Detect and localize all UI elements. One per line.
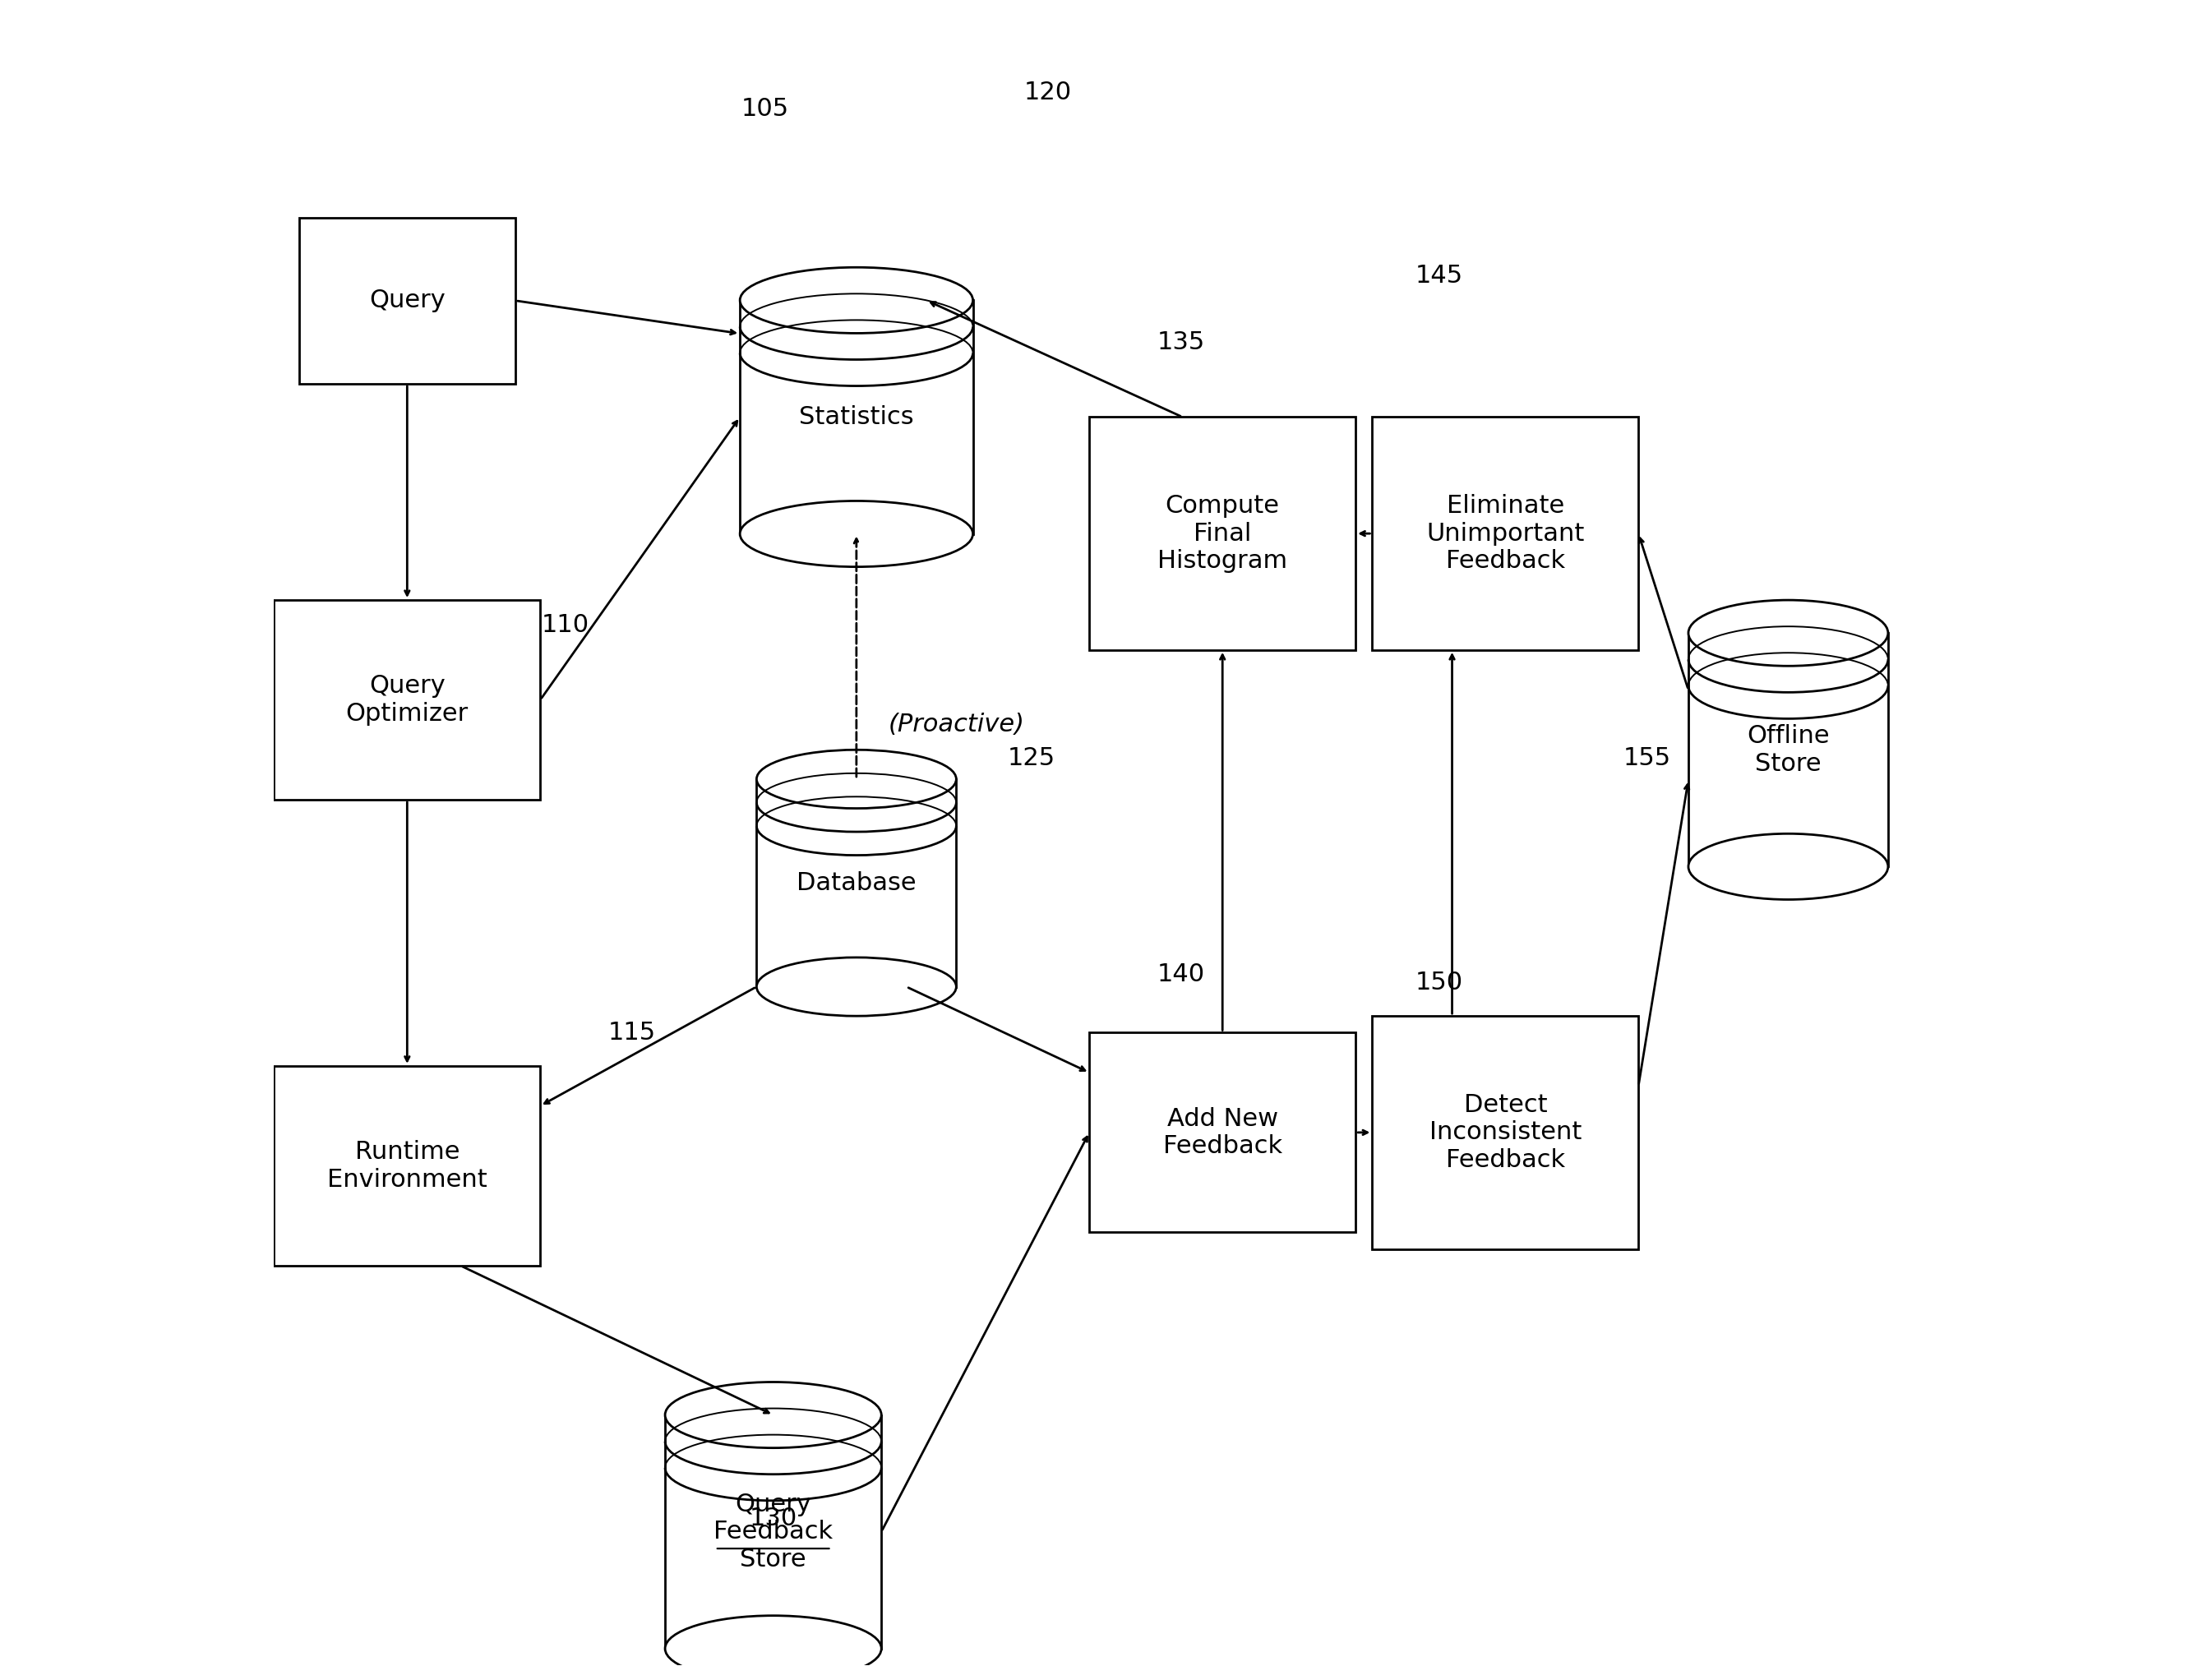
Text: 115: 115 [608,1021,655,1045]
Text: Database: Database [796,871,916,895]
Text: 140: 140 [1157,963,1206,986]
FancyBboxPatch shape [1088,416,1356,650]
Polygon shape [1688,633,1889,866]
Text: 135: 135 [1157,330,1206,355]
FancyBboxPatch shape [274,1066,540,1266]
Text: Add New
Feedback: Add New Feedback [1164,1106,1283,1158]
Text: Compute
Final
Histogram: Compute Final Histogram [1157,495,1287,573]
Text: Eliminate
Unimportant
Feedback: Eliminate Unimportant Feedback [1427,495,1584,573]
FancyBboxPatch shape [1088,1033,1356,1233]
Polygon shape [666,1414,880,1649]
Ellipse shape [666,1616,880,1666]
Ellipse shape [757,750,956,808]
FancyBboxPatch shape [1371,416,1639,650]
Text: 130: 130 [750,1506,796,1531]
Ellipse shape [1688,833,1889,900]
Text: Query
Optimizer: Query Optimizer [345,675,469,726]
Text: Detect
Inconsistent
Feedback: Detect Inconsistent Feedback [1429,1093,1582,1171]
Text: Runtime
Environment: Runtime Environment [327,1140,487,1191]
Text: Query: Query [369,288,445,313]
Text: 145: 145 [1416,263,1462,288]
Ellipse shape [741,267,973,333]
Text: 125: 125 [1006,746,1055,770]
Text: 105: 105 [741,97,790,122]
Text: (Proactive): (Proactive) [887,713,1024,736]
Ellipse shape [741,501,973,566]
Ellipse shape [757,958,956,1016]
FancyBboxPatch shape [1371,1016,1639,1250]
Ellipse shape [666,1383,880,1448]
Text: 150: 150 [1416,971,1462,995]
Text: Statistics: Statistics [799,405,914,428]
Text: Offline
Store: Offline Store [1747,725,1829,776]
FancyBboxPatch shape [299,218,515,383]
Polygon shape [757,780,956,986]
Text: 120: 120 [1024,80,1071,105]
Ellipse shape [1688,600,1889,666]
Text: Query
Feedback
Store: Query Feedback Store [714,1493,834,1571]
Text: 110: 110 [542,613,588,636]
Polygon shape [741,300,973,533]
Text: 155: 155 [1624,746,1670,770]
FancyBboxPatch shape [274,600,540,800]
